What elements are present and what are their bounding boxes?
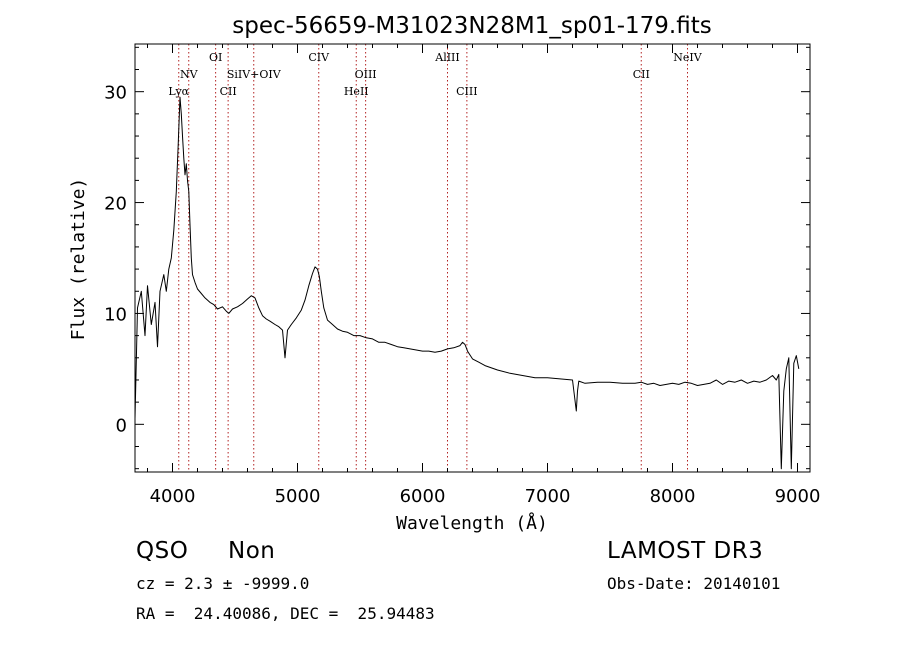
emission-lines: Lyα NV OI CII SiIV+OIV CIV HeII OIII AlIII CIII CI… bbox=[168, 44, 703, 472]
x-tick-label-1: 5000 bbox=[275, 486, 321, 507]
line-label-8: AlIII bbox=[434, 51, 460, 64]
line-label-3: CII bbox=[220, 85, 237, 98]
line-label-1: NV bbox=[180, 68, 199, 81]
chart-title: spec-56659-M31023N28M1_sp01-179.fits bbox=[232, 13, 711, 39]
y-tick-label-2: 20 bbox=[104, 194, 127, 215]
line-label-7: OIII bbox=[355, 68, 377, 81]
spectrum-trace bbox=[134, 96, 800, 470]
x-tick-label-0: 4000 bbox=[150, 486, 196, 507]
line-label-10: CII bbox=[633, 68, 650, 81]
line-label-9: CIII bbox=[456, 85, 477, 98]
line-label-11: NeIV bbox=[673, 51, 702, 64]
object-class: QSO bbox=[136, 538, 189, 564]
line-label-2: OI bbox=[209, 51, 222, 64]
redshift-readout: cz = 2.3 ± -9999.0 bbox=[136, 574, 310, 593]
line-label-4: SiIV+OIV bbox=[227, 68, 282, 81]
axes: 4000 5000 6000 7000 8000 9000 0 10 20 30 bbox=[104, 43, 821, 507]
y-tick-label-0: 0 bbox=[116, 415, 127, 436]
y-tick-label-3: 30 bbox=[104, 83, 127, 104]
coordinates-readout: RA = 24.40086, DEC = 25.94483 bbox=[136, 604, 435, 623]
x-tick-label-4: 8000 bbox=[650, 486, 696, 507]
y-axis-label: Flux (relative) bbox=[68, 178, 89, 341]
line-label-5: CIV bbox=[308, 51, 330, 64]
spectrum-chart: spec-56659-M31023N28M1_sp01-179.fits Lyα… bbox=[68, 13, 821, 534]
x-axis-label: Wavelength (Å) bbox=[396, 512, 548, 534]
x-tick-label-2: 6000 bbox=[400, 486, 446, 507]
spectrum-line bbox=[134, 96, 800, 470]
x-tick-label-5: 9000 bbox=[775, 486, 821, 507]
x-tick-label-3: 7000 bbox=[525, 486, 571, 507]
line-label-6: HeII bbox=[344, 85, 369, 98]
object-subclass: Non bbox=[228, 538, 276, 564]
line-label-0: Lyα bbox=[168, 85, 189, 98]
plot-frame bbox=[134, 43, 811, 473]
obs-date: Obs-Date: 20140101 bbox=[607, 574, 781, 593]
y-tick-label-1: 10 bbox=[104, 304, 127, 325]
survey-name: LAMOST DR3 bbox=[607, 538, 764, 564]
